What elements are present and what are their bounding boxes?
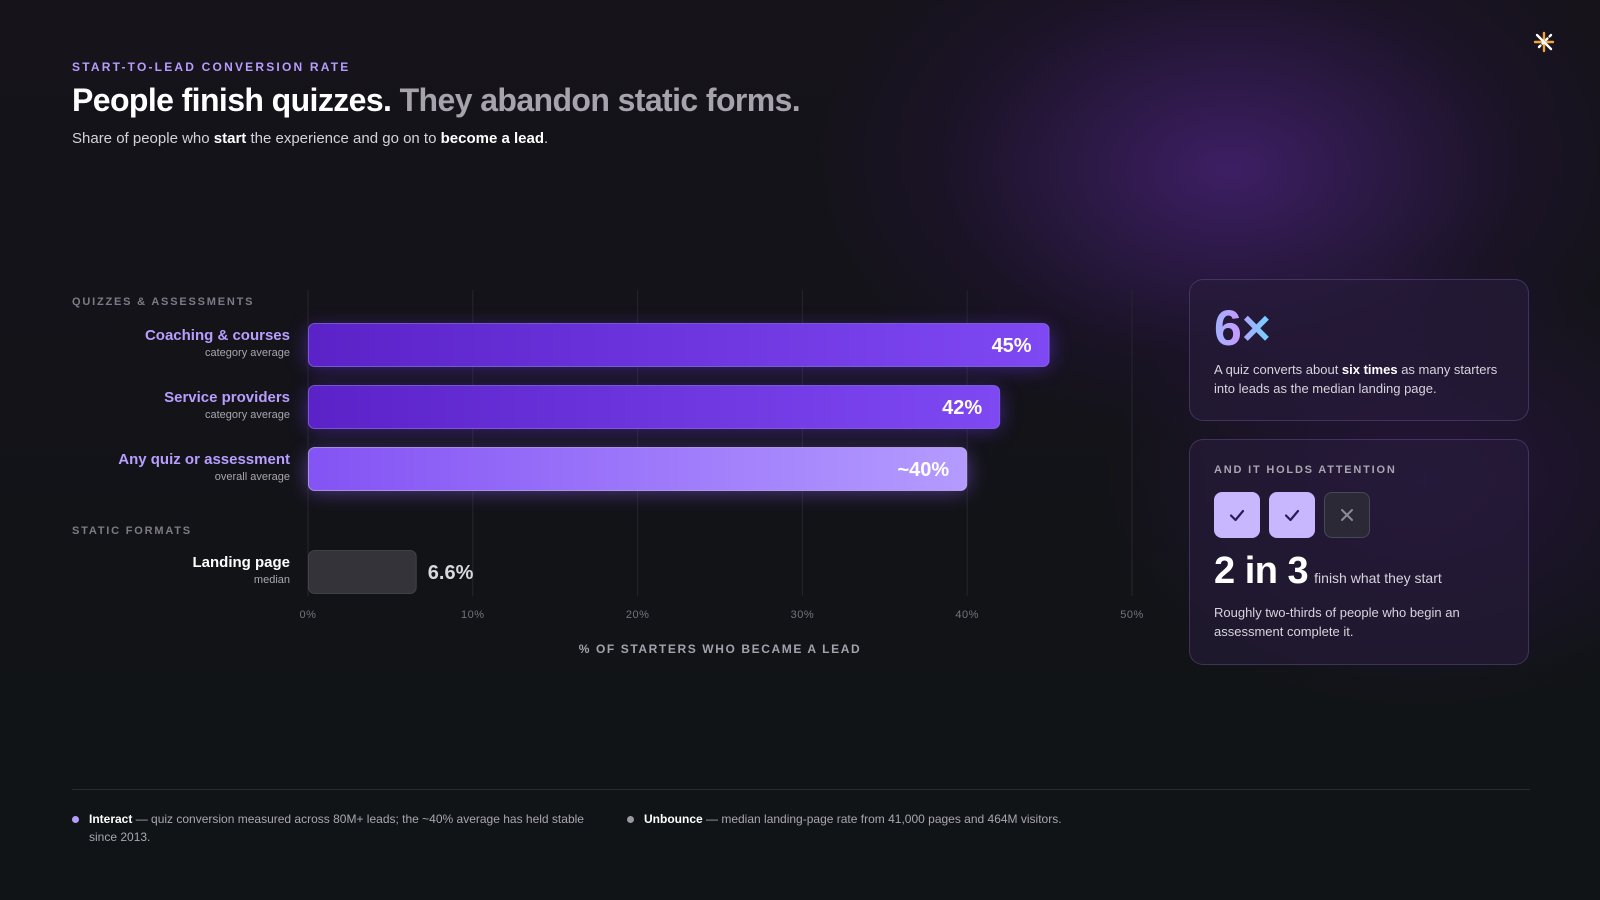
card-text: as many starters into leads as the media… <box>1214 362 1498 396</box>
subtitle-text: . <box>544 130 549 147</box>
subtitle-emphasis-start: start <box>213 130 247 147</box>
bar <box>308 385 1001 429</box>
x-axis-title: % OF STARTERS WHO BECAME A LEAD <box>578 642 862 656</box>
row-sub: median <box>253 574 290 586</box>
subtitle-text: the experience and go on to <box>246 130 441 147</box>
source-text: — median landing-page rate from 41,000 p… <box>702 812 1062 826</box>
source-name: Unbounce <box>644 812 703 826</box>
cross-icon <box>1324 492 1370 538</box>
group-label-static: STATIC FORMATS <box>72 525 192 537</box>
bullet-dot <box>72 816 79 823</box>
row-label-landing: Landing page median <box>72 554 291 586</box>
card-text: A quiz converts about <box>1214 362 1342 377</box>
row-name: Landing page <box>192 554 291 571</box>
source-interact: Interact — quiz conversion measured acro… <box>72 810 592 846</box>
logo-icon <box>1533 31 1555 53</box>
attention-eyebrow: AND IT HOLDS ATTENTION <box>1214 464 1397 476</box>
page-subtitle: Share of people who start the experience… <box>72 130 548 147</box>
bar-value-label: ~40% <box>897 459 949 481</box>
bullet-dot <box>627 816 634 823</box>
attention-text: Roughly two-thirds of people who begin a… <box>1214 605 1460 639</box>
six-times-card: 6× A quiz converts about six times as ma… <box>1189 279 1529 421</box>
row-label-any-quiz: Any quiz or assessment overall average <box>72 451 290 483</box>
row-name: Any quiz or assessment <box>118 451 290 468</box>
x-tick-label: 40% <box>955 609 979 621</box>
bar <box>308 323 1050 367</box>
source-unbounce: Unbounce — median landing-page rate from… <box>627 810 1147 828</box>
completion-marks <box>1214 492 1504 538</box>
bar-chart: 0% 10% 20% 30% 40% 50% 45% 42% ~40% 6.6% <box>300 290 1144 621</box>
bar <box>308 550 417 594</box>
row-sub: category average <box>205 347 290 359</box>
source-name: Interact <box>89 812 133 826</box>
subtitle-emphasis-lead: become a lead <box>440 130 544 147</box>
six-times-stat: 6× <box>1214 300 1272 356</box>
check-icon <box>1214 492 1260 538</box>
bar <box>308 447 968 491</box>
row-sub: category average <box>205 409 290 421</box>
bar-value-label: 42% <box>942 397 982 419</box>
row-label-service: Service providers category average <box>72 389 290 421</box>
x-tick-label: 0% <box>300 609 317 621</box>
x-tick-label: 20% <box>626 609 650 621</box>
row-sub: overall average <box>214 471 290 483</box>
x-tick-label: 30% <box>791 609 815 621</box>
row-name: Coaching & courses <box>144 327 290 344</box>
source-text: — quiz conversion measured across 80M+ l… <box>89 812 584 844</box>
headline-strong: People finish quizzes. <box>72 82 392 118</box>
check-icon <box>1269 492 1315 538</box>
headline-muted: They abandon static forms. <box>399 82 801 118</box>
group-label-quizzes: QUIZZES & ASSESSMENTS <box>72 296 255 308</box>
x-tick-label: 50% <box>1120 609 1144 621</box>
footer-divider <box>72 789 1530 790</box>
row-name: Service providers <box>164 389 290 406</box>
six-times-text: A quiz converts about six times as many … <box>1214 360 1504 398</box>
bar-value-label: 45% <box>992 335 1032 357</box>
page-title: People finish quizzes. They abandon stat… <box>72 82 801 119</box>
attention-card: AND IT HOLDS ATTENTION 2 in 3 finish what… <box>1189 439 1529 665</box>
ratio-line: 2 in 3 finish what they start <box>1214 550 1504 593</box>
bar-value-label: 6.6% <box>428 562 474 584</box>
card-text-emphasis: six times <box>1341 362 1398 377</box>
ratio-stat: 2 in 3 <box>1214 550 1309 592</box>
subtitle-text: Share of people who <box>72 130 214 147</box>
row-label-coaching: Coaching & courses category average <box>72 327 290 359</box>
x-tick-label: 10% <box>461 609 485 621</box>
page-eyebrow: START-TO-LEAD CONVERSION RATE <box>72 60 351 74</box>
ratio-caption: finish what they start <box>1314 570 1442 586</box>
